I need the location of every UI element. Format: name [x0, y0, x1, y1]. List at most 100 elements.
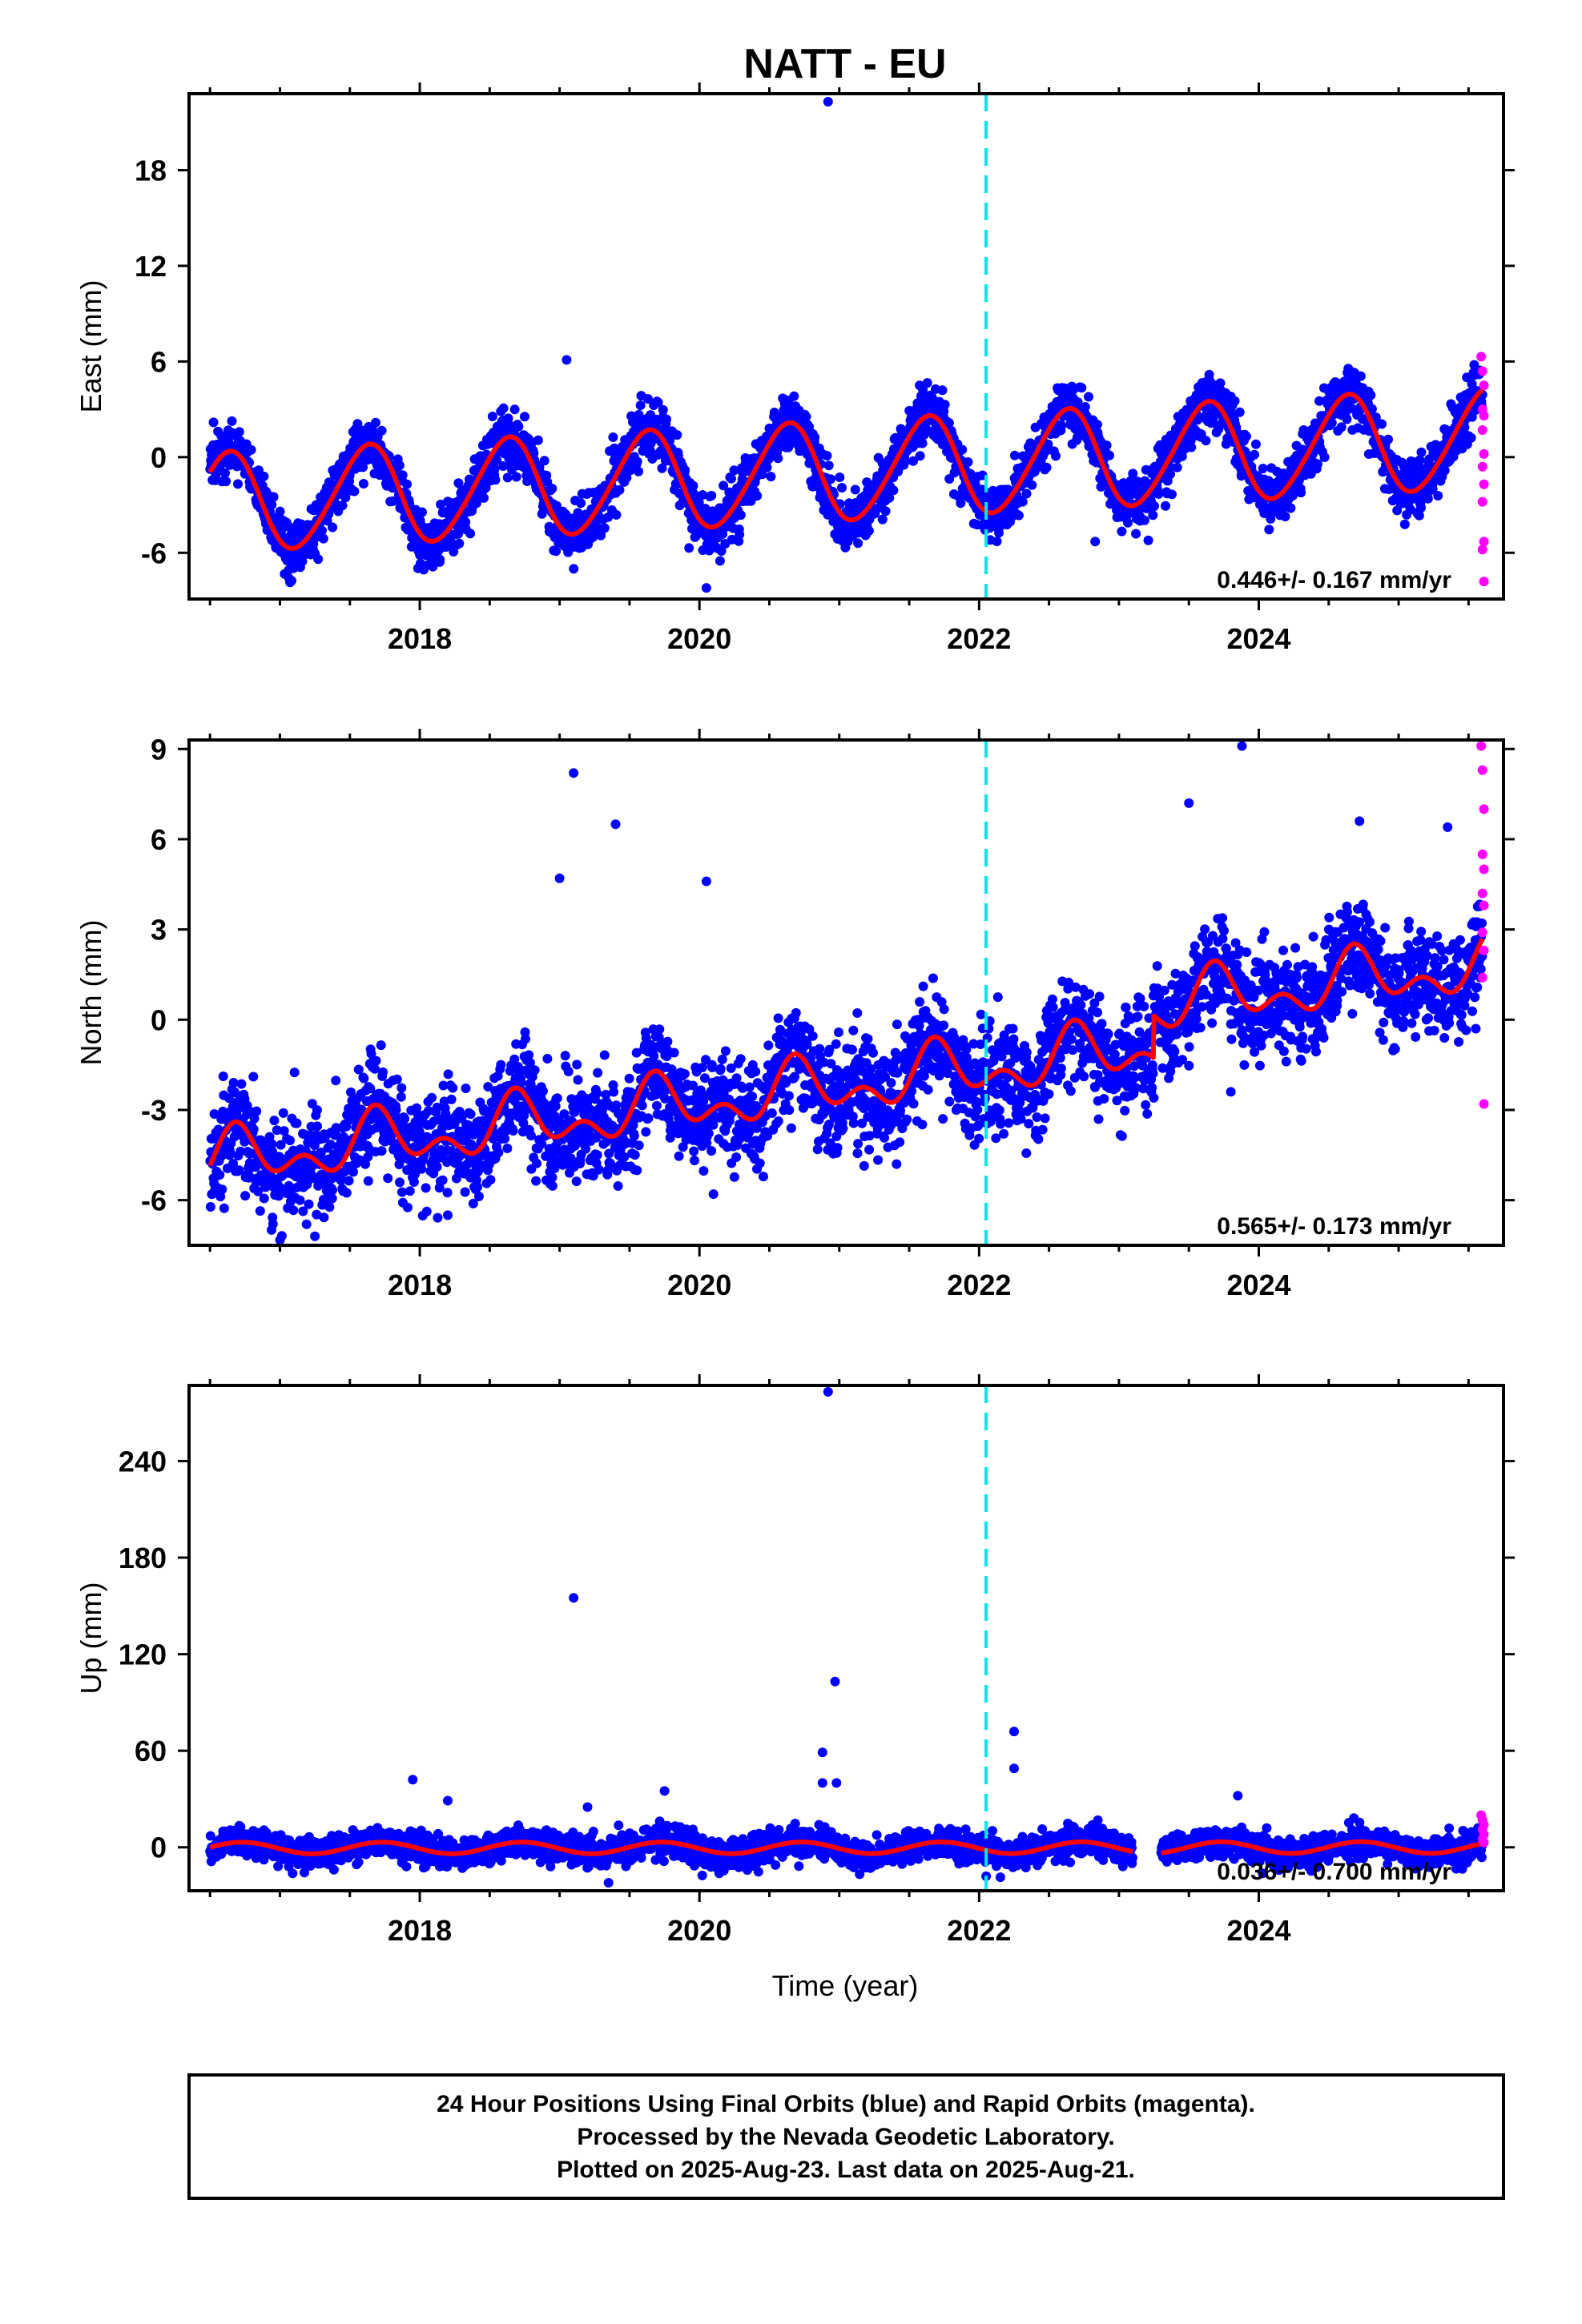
final-orbit-point: [1101, 440, 1112, 451]
final-orbit-point: [327, 1193, 337, 1204]
final-orbit-point: [487, 412, 497, 421]
outlier-point: [701, 583, 711, 593]
final-orbit-point: [259, 471, 269, 481]
final-orbit-point: [1186, 442, 1197, 452]
rapid-orbit-point: [1479, 479, 1489, 489]
x-tick-label: 2024: [1226, 622, 1290, 655]
final-orbit-point: [442, 1188, 453, 1198]
final-orbit-point: [850, 485, 860, 495]
final-orbit-point: [331, 1076, 341, 1086]
final-orbit-point: [1027, 440, 1037, 450]
final-orbit-point: [365, 1084, 376, 1094]
panel-frame: [187, 92, 1505, 601]
final-orbit-point: [449, 1119, 460, 1129]
final-orbit-point: [279, 1126, 289, 1136]
final-orbit-point: [729, 465, 739, 476]
final-orbit-point: [348, 1167, 358, 1177]
final-orbit-point: [278, 1108, 288, 1118]
final-orbit-point: [346, 1087, 356, 1097]
final-orbit-point: [317, 525, 327, 536]
final-orbit-point: [1177, 451, 1187, 461]
final-orbit-point: [378, 1067, 388, 1077]
final-orbit-point: [344, 1176, 354, 1186]
final-orbit-point: [729, 1172, 739, 1182]
final-orbit-point: [461, 1084, 471, 1093]
final-orbit-point: [205, 1202, 215, 1212]
y-tick-label: -6: [141, 537, 167, 569]
final-orbit-point: [944, 418, 954, 428]
final-orbit-point: [1215, 378, 1226, 388]
final-orbit-point: [690, 1156, 699, 1166]
final-orbit-point: [560, 1051, 570, 1061]
final-orbit-point: [672, 430, 682, 440]
final-orbit-point: [529, 1065, 540, 1076]
rapid-orbit-point: [1477, 425, 1487, 435]
final-orbit-point: [715, 556, 725, 566]
final-orbit-point: [735, 529, 745, 540]
rapid-orbit-point: [1479, 537, 1489, 547]
final-orbit-point: [1172, 462, 1182, 472]
outlier-points: [562, 97, 1101, 593]
final-orbit-point: [457, 1112, 467, 1122]
final-orbit-point: [360, 1159, 370, 1169]
final-orbit-point: [371, 417, 380, 428]
final-orbit-point: [694, 497, 704, 508]
rapid-orbit-point: [1477, 545, 1487, 555]
final-orbit-point: [920, 423, 931, 433]
final-orbit-point: [312, 1121, 323, 1132]
final-orbit-point: [744, 1082, 755, 1092]
final-orbit-point: [888, 485, 899, 496]
final-orbit-point: [218, 1072, 228, 1081]
final-orbit-point: [1439, 465, 1450, 476]
final-orbit-point: [276, 1140, 286, 1150]
final-orbit-point: [698, 1062, 707, 1072]
final-orbit-point: [410, 1169, 420, 1180]
final-orbit-point: [684, 543, 694, 553]
final-orbit-point: [235, 1146, 246, 1156]
final-orbit-point: [453, 478, 464, 489]
final-orbit-point: [862, 477, 872, 488]
final-orbit-point: [1077, 383, 1087, 393]
final-orbit-point: [391, 1105, 401, 1115]
final-orbit-point: [383, 1173, 393, 1184]
final-orbit-point: [388, 496, 398, 506]
final-orbit-point: [493, 1148, 504, 1158]
final-orbit-point: [363, 1152, 373, 1162]
final-orbit-point: [614, 485, 625, 495]
final-orbit-point: [1459, 422, 1470, 432]
final-orbit-point: [1266, 513, 1276, 524]
final-orbit-point: [421, 1183, 431, 1193]
final-orbit-point: [698, 490, 708, 500]
final-orbit-point: [812, 1144, 823, 1155]
final-orbit-point: [437, 1175, 448, 1185]
final-orbit-point: [773, 1013, 783, 1023]
final-orbit-point: [632, 456, 642, 467]
final-orbit-point: [1366, 390, 1376, 400]
final-orbit-point: [337, 501, 348, 511]
final-orbit-point: [225, 1148, 235, 1159]
final-orbit-point: [937, 385, 948, 396]
final-orbit-point: [915, 451, 925, 461]
final-orbit-point: [521, 1034, 530, 1044]
final-orbit-point: [1314, 396, 1324, 406]
final-orbit-point: [249, 1113, 260, 1124]
final-orbit-point: [539, 456, 549, 466]
final-orbit-point: [1263, 476, 1274, 486]
final-orbit-point: [313, 554, 324, 565]
final-orbit-point: [1383, 434, 1393, 444]
final-orbit-point: [472, 1175, 481, 1185]
final-orbit-point: [611, 1100, 622, 1111]
final-orbit-point: [786, 1123, 796, 1133]
final-orbit-point: [1336, 422, 1347, 432]
rapid-orbit-point: [1477, 461, 1487, 472]
final-orbit-point: [1167, 489, 1177, 500]
final-orbit-point: [652, 1100, 662, 1111]
final-orbit-point: [783, 1091, 794, 1101]
final-orbit-point: [641, 1033, 651, 1043]
final-orbit-point: [807, 1031, 818, 1041]
final-orbit-point: [826, 474, 835, 485]
final-orbit-point: [217, 1184, 227, 1195]
final-orbit-point: [773, 453, 783, 464]
final-orbit-point: [405, 1186, 415, 1196]
final-orbit-point: [425, 1252, 435, 1261]
